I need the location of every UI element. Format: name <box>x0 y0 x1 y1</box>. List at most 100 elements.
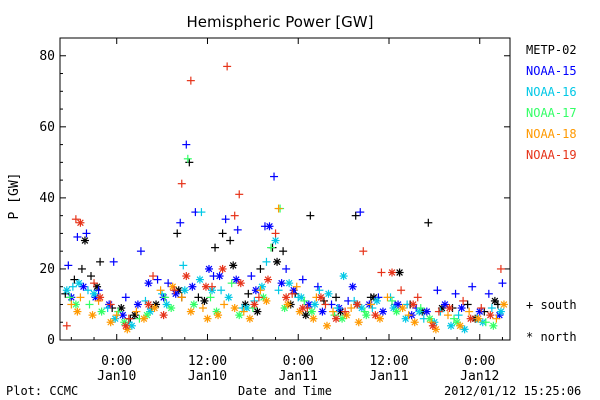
north-point <box>96 293 105 302</box>
south-point <box>274 204 283 213</box>
south-point <box>94 286 103 295</box>
south-point <box>220 300 229 309</box>
south-point <box>459 296 468 305</box>
asterisk-marker-icon: * <box>526 330 534 344</box>
north-point <box>322 321 331 330</box>
south-point <box>109 257 118 266</box>
north-point <box>375 314 384 323</box>
south-point <box>76 293 85 302</box>
south-point <box>271 229 280 238</box>
south-point <box>73 232 82 241</box>
north-point <box>316 293 325 302</box>
south-point <box>124 314 133 323</box>
north-point <box>224 293 233 302</box>
north-point <box>310 300 319 309</box>
south-point <box>313 282 322 291</box>
south-point <box>463 300 472 309</box>
x-tick-date-label: Jan10 <box>188 369 227 384</box>
north-point <box>186 307 195 316</box>
north-point <box>338 314 347 323</box>
south-point <box>194 293 203 302</box>
south-point <box>247 272 256 281</box>
south-point <box>83 286 92 295</box>
legend-series-noaa-18: NOAA-18 <box>526 127 577 141</box>
south-point <box>106 300 115 309</box>
south-point <box>233 225 242 234</box>
north-point <box>189 300 198 309</box>
south-point <box>484 289 493 298</box>
north-point <box>76 218 85 227</box>
south-point <box>351 211 360 220</box>
plot-frame <box>59 37 511 341</box>
north-point <box>282 293 291 302</box>
south-point <box>454 311 463 320</box>
y-tick-label: 20 <box>39 262 55 277</box>
north-point <box>415 307 424 316</box>
north-point <box>150 304 159 313</box>
south-point <box>185 158 194 167</box>
north-point <box>229 261 238 270</box>
north-point <box>460 325 469 334</box>
south-marker-legend: + south <box>526 298 577 312</box>
north-point <box>474 314 483 323</box>
south-point <box>282 264 291 273</box>
south-point <box>254 293 263 302</box>
north-point <box>97 307 106 316</box>
legend-series-noaa-16: NOAA-16 <box>526 85 577 99</box>
south-point <box>218 229 227 238</box>
plot-source: Plot: CCMC <box>6 384 79 398</box>
north-point <box>74 279 83 288</box>
x-tick-time-label: 0:00 <box>464 354 495 369</box>
south-point <box>356 208 365 217</box>
north-point <box>90 289 99 298</box>
north-point <box>236 279 245 288</box>
south-point <box>404 311 413 320</box>
south-point <box>465 307 474 316</box>
south-point <box>182 140 191 149</box>
north-point <box>200 296 209 305</box>
south-point <box>206 293 215 302</box>
north-point <box>204 264 213 273</box>
south-point <box>244 289 253 298</box>
north-point <box>168 282 177 291</box>
south-point <box>368 304 377 313</box>
south-point <box>65 293 74 302</box>
south-point <box>161 293 170 302</box>
north-point <box>371 311 380 320</box>
south-point <box>366 293 375 302</box>
south-point <box>294 293 303 302</box>
north-point <box>262 296 271 305</box>
south-point <box>71 215 80 224</box>
north-point <box>447 321 456 330</box>
x-tick-time-label: 12:00 <box>369 354 408 369</box>
y-tick-label: 80 <box>39 49 55 64</box>
south-point <box>170 286 179 295</box>
south-point <box>383 293 392 302</box>
south-point <box>377 268 386 277</box>
x-tick-time-label: 0:00 <box>101 354 132 369</box>
y-tick-label: 40 <box>39 191 55 206</box>
north-point <box>62 286 71 295</box>
south-point <box>443 311 452 320</box>
south-point <box>306 211 315 220</box>
north-point <box>273 257 282 266</box>
south-point <box>64 261 73 270</box>
south-point <box>434 307 443 316</box>
north-point <box>250 300 259 309</box>
north-point <box>235 311 244 320</box>
south-point <box>481 318 490 327</box>
south-point <box>173 229 182 238</box>
x-tick-time-label: 0:00 <box>283 354 314 369</box>
north-point <box>245 314 254 323</box>
south-point <box>468 282 477 291</box>
north-point <box>277 279 286 288</box>
south-point <box>132 307 141 316</box>
south-point <box>359 247 368 256</box>
south-point <box>413 293 422 302</box>
south-point <box>347 304 356 313</box>
south-point <box>70 275 79 284</box>
chart-title: Hemispheric Power [GW] <box>187 13 374 31</box>
north-point <box>182 272 191 281</box>
south-point <box>90 279 99 288</box>
